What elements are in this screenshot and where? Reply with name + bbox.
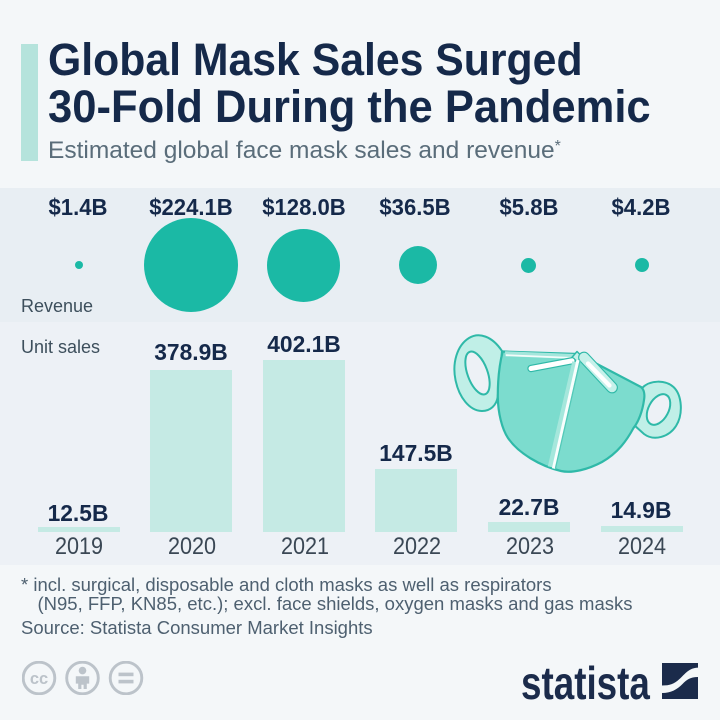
svg-text:cc: cc xyxy=(30,670,48,688)
